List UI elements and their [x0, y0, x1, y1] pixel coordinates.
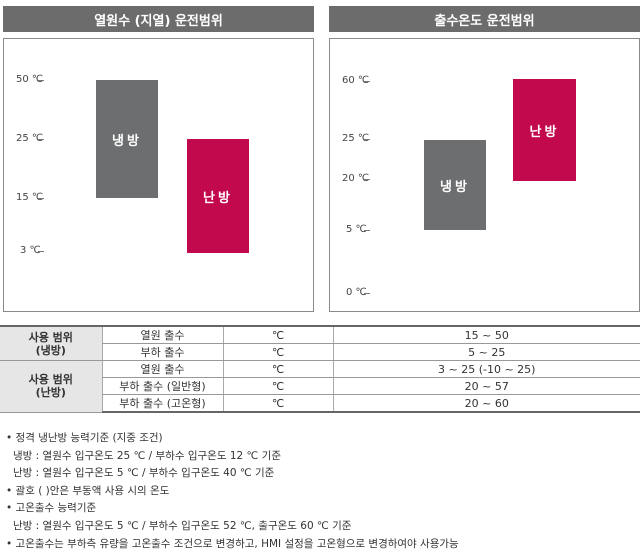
table-cell-unit: ℃ [222, 394, 333, 413]
table-row: 부하 출수 (일반형) ℃ 20 ~ 57 [0, 377, 640, 395]
right-tickmark-20 [364, 179, 370, 180]
left-tick-3: 3 ℃ [20, 245, 41, 256]
note-item: 난방 : 열원수 입구온도 5 ℃ / 부하수 입구온도 52 ℃, 출구온도 … [13, 519, 352, 532]
category-heating-line1: 사용 범위 [28, 373, 73, 387]
right-tickmark-25 [364, 139, 370, 140]
table-cell-item: 부하 출수 [101, 343, 223, 361]
table-cell-unit: ℃ [222, 360, 333, 378]
right-tick-60: 60 ℃ [342, 75, 370, 86]
left-tickmark-25 [38, 139, 44, 140]
right-tick-5: 5 ℃ [346, 224, 367, 235]
table-row: 사용 범위 (냉방) 열원 출수 ℃ 15 ~ 50 [0, 325, 640, 361]
table-cell-unit: ℃ [222, 343, 333, 361]
notes: 정격 냉난방 능력기준 (지중 조건) 냉방 : 열원수 입구온도 25 ℃ /… [6, 430, 459, 553]
table-cell-item: 부하 출수 (고온형) [101, 394, 223, 413]
table-cell-unit: ℃ [222, 377, 333, 395]
note-item: 냉방 : 열원수 입구온도 25 ℃ / 부하수 입구온도 12 ℃ 기준 [13, 449, 281, 462]
table-cell-value: 3 ~ 25 (-10 ~ 25) [332, 360, 640, 378]
table-cell-value: 5 ~ 25 [332, 343, 640, 361]
right-tickmark-5 [364, 230, 370, 231]
note-item: 괄호 ( )안은 부동액 사용 시의 온도 [6, 483, 459, 501]
note-item: 고온출수 능력기준 [6, 500, 459, 518]
right-tickmark-0 [364, 293, 370, 294]
table-cell-unit: ℃ [222, 325, 333, 344]
table-row: 부하 출수 ℃ 5 ~ 25 [0, 343, 640, 361]
table-cell-item: 부하 출수 (일반형) [101, 377, 223, 395]
table-cell-item: 열원 출수 [101, 360, 223, 378]
table-cell-value: 20 ~ 57 [332, 377, 640, 395]
right-tick-20: 20 ℃ [342, 173, 370, 184]
note-item: 난방 : 열원수 입구온도 5 ℃ / 부하수 입구온도 40 ℃ 기준 [13, 467, 275, 480]
right-panel-title: 출수온도 운전범위 [329, 6, 640, 32]
right-panel: 출수온도 운전범위 60 ℃ 25 ℃ 20 ℃ 5 ℃ 0 ℃ 냉방 난방 [329, 6, 640, 312]
table-cell-item: 열원 출수 [101, 325, 223, 344]
category-cooling: 사용 범위 (냉방) [0, 325, 102, 361]
right-cooling-bar: 냉방 [424, 140, 486, 230]
left-cooling-bar: 냉방 [96, 80, 158, 198]
right-tick-0: 0 ℃ [346, 287, 367, 298]
right-tickmark-60 [364, 81, 370, 82]
left-panel: 열원수 (지열) 운전범위 50 ℃ 25 ℃ 15 ℃ 3 ℃ 냉방 난방 [3, 6, 314, 312]
left-chart-frame: 50 ℃ 25 ℃ 15 ℃ 3 ℃ 냉방 난방 [3, 38, 314, 312]
right-heating-bar: 난방 [513, 79, 576, 181]
left-tick-25: 25 ℃ [16, 133, 44, 144]
right-chart-frame: 60 ℃ 25 ℃ 20 ℃ 5 ℃ 0 ℃ 냉방 난방 [329, 38, 640, 312]
left-tickmark-50 [38, 80, 44, 81]
left-tickmark-3 [38, 251, 44, 252]
left-panel-title: 열원수 (지열) 운전범위 [3, 6, 314, 32]
left-heating-bar: 난방 [187, 139, 249, 253]
table-row: 사용 범위 (난방) 열원 출수 ℃ 3 ~ 25 (-10 ~ 25) [0, 360, 640, 413]
category-cooling-line1: 사용 범위 [28, 330, 73, 344]
note-item: 정격 냉난방 능력기준 (지중 조건) [6, 430, 459, 448]
table-cell-value: 20 ~ 60 [332, 394, 640, 413]
left-tick-15: 15 ℃ [16, 192, 44, 203]
table-cell-value: 15 ~ 50 [332, 325, 640, 344]
note-item: 고온출수는 부하측 유량을 고온출수 조건으로 변경하고, HMI 설정을 고온… [6, 536, 459, 553]
left-tickmark-15 [38, 198, 44, 199]
right-tick-25: 25 ℃ [342, 133, 370, 144]
category-cooling-line2: (냉방) [35, 343, 66, 357]
category-heating: 사용 범위 (난방) [0, 360, 102, 413]
table-row: 부하 출수 (고온형) ℃ 20 ~ 60 [0, 394, 640, 413]
left-tick-50: 50 ℃ [16, 74, 44, 85]
category-heating-line2: (난방) [35, 386, 66, 400]
spec-table: 사용 범위 (냉방) 열원 출수 ℃ 15 ~ 50 부하 출수 ℃ 5 ~ 2… [0, 325, 640, 413]
